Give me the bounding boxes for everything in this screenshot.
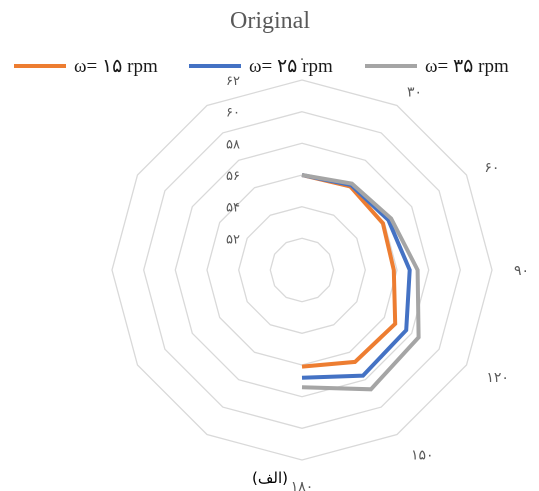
radial-tick-label-3: ۵۸	[226, 137, 240, 152]
series-line-0	[301, 173, 398, 369]
category-label-4: ۱۲۰	[486, 370, 509, 386]
radial-tick-label-5: ۶۲	[226, 74, 240, 89]
legend-label-0: ω= ۱۵ rpm	[74, 56, 158, 77]
radial-tick-label-4: ۶۰	[226, 106, 240, 121]
series-line-2	[301, 173, 421, 392]
grid-ring-1	[269, 237, 335, 303]
legend-entry-1: ω= ۲۵ rpm	[189, 56, 333, 77]
category-label-2: ۶۰	[484, 160, 499, 176]
category-label-0: ۰	[298, 51, 306, 67]
radial-tick-label-1: ۵۴	[226, 201, 240, 216]
grid-ring-2	[238, 206, 366, 334]
category-labels: ۰ ۳۰ ۶۰ ۹۰ ۱۲۰ ۱۵۰ ۱۸۰	[291, 51, 529, 491]
legend-label-1: ω= ۲۵ rpm	[249, 56, 333, 77]
category-label-6: ۱۸۰	[291, 479, 314, 491]
grid-ring-5	[143, 111, 461, 429]
grid-ring-4	[174, 142, 430, 398]
grid-ring-6	[111, 79, 493, 461]
radial-tick-labels: ۵۲ ۵۴ ۵۶ ۵۸ ۶۰ ۶۲	[226, 74, 240, 247]
radial-tick-label-2: ۵۶	[226, 169, 240, 184]
radar-grid	[111, 79, 493, 461]
category-label-1: ۳۰	[407, 85, 422, 101]
radial-tick-label-0: ۵۲	[226, 232, 240, 247]
category-label-5: ۱۵۰	[411, 447, 434, 463]
category-label-3: ۹۰	[514, 263, 529, 279]
legend-entry-0: ω= ۱۵ rpm	[14, 56, 158, 77]
chart-title: Original	[230, 8, 310, 34]
series-lines	[301, 173, 421, 392]
legend-entry-2: ω= ۳۵ rpm	[365, 56, 509, 77]
figure-caption: (الف)	[252, 469, 288, 487]
legend-label-2: ω= ۳۵ rpm	[425, 56, 509, 77]
legend: ω= ۱۵ rpm ω= ۲۵ rpm ω= ۳۵ rpm	[14, 56, 509, 77]
